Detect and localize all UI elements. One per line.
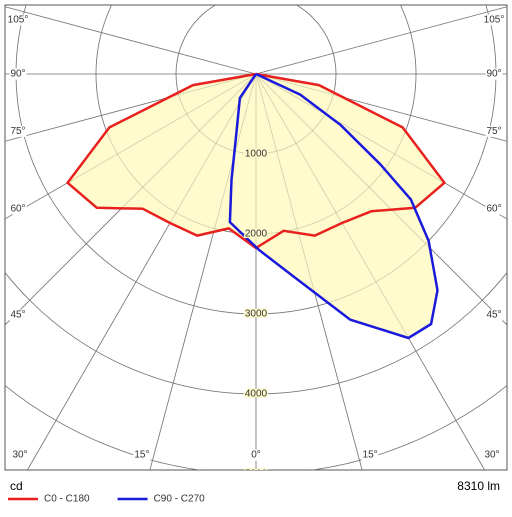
grid-ray xyxy=(255,73,363,470)
angle-label: 90° xyxy=(10,69,25,80)
grid-ring xyxy=(95,5,417,235)
ring-label: 5000 xyxy=(245,469,268,480)
angle-label: 0° xyxy=(251,450,261,461)
grid-ray xyxy=(255,73,507,326)
grid-ray xyxy=(255,73,485,470)
grid-ray xyxy=(5,6,257,75)
grid-ray xyxy=(255,6,507,75)
grid-ray xyxy=(255,6,507,75)
grid-ring xyxy=(5,271,507,395)
ring-label: 4000 xyxy=(245,389,268,400)
angle-label-bg xyxy=(485,203,503,215)
angle-label-bg xyxy=(9,203,27,215)
intensity-curve xyxy=(228,72,439,340)
angle-label: 15° xyxy=(363,450,378,461)
angle-label-bg xyxy=(133,449,151,461)
angle-label: 30° xyxy=(12,450,27,461)
grid-ray xyxy=(255,73,507,220)
legend-label: C90 - C270 xyxy=(154,494,206,505)
angle-label: 30° xyxy=(484,450,499,461)
angle-label-bg xyxy=(485,68,503,80)
angle-label: 90° xyxy=(486,69,501,80)
legend-label: C0 - C180 xyxy=(44,494,90,505)
angle-label-bg xyxy=(9,309,27,321)
curves: 1000 2000 3000 4000 5000 xyxy=(5,5,507,480)
grid-ray xyxy=(149,73,257,470)
angle-label-bg xyxy=(482,14,506,26)
ring-label: 2000 xyxy=(245,229,268,240)
angle-label: 75° xyxy=(10,126,25,137)
angle-label: 60° xyxy=(10,204,25,215)
angle-label-bg xyxy=(6,14,30,26)
area-fill xyxy=(229,74,438,338)
angle-label-bg xyxy=(485,125,503,137)
ring-label: 3000 xyxy=(245,309,268,320)
angle-label: 105° xyxy=(484,14,505,25)
grid-ray xyxy=(5,73,257,326)
angle-label: 60° xyxy=(486,204,501,215)
grid-ray xyxy=(5,6,257,75)
angle-label: 45° xyxy=(486,310,501,321)
angle-label: 105° xyxy=(8,14,29,25)
angle-label: 15° xyxy=(134,450,149,461)
grid-ray xyxy=(255,73,507,142)
angle-label: 75° xyxy=(486,126,501,137)
grid-ring xyxy=(175,5,337,155)
unit-label: cd xyxy=(10,479,23,493)
grid-ray xyxy=(27,73,257,470)
grid-ray xyxy=(5,73,257,142)
flux-label: 8310 lm xyxy=(457,479,500,493)
angle-label-bg xyxy=(11,449,29,461)
angle-label-bg xyxy=(9,68,27,80)
angle-label-bg xyxy=(361,449,379,461)
angle-label-bg xyxy=(9,125,27,137)
angle-label-bg xyxy=(483,449,501,461)
grid-ray xyxy=(5,73,257,220)
angle-label-bg xyxy=(250,449,262,461)
angle-label-bg xyxy=(485,309,503,321)
ring-label: 1000 xyxy=(245,149,268,160)
labels: 105° 90° 75° 60° 45° 30° 15° 0° 15° 30° 45° 60° 75° 9… xyxy=(6,14,506,461)
angle-label: 45° xyxy=(10,310,25,321)
